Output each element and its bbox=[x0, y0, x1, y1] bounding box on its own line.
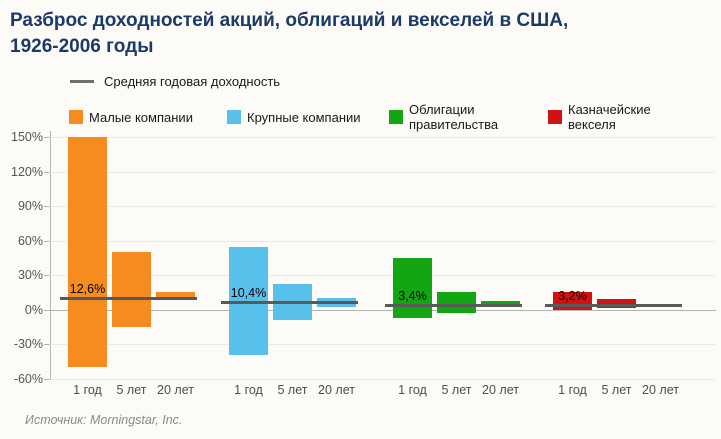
y-axis-tick-label: 90% bbox=[17, 199, 43, 213]
gridline bbox=[50, 378, 716, 380]
legend-average: Средняя годовая доходность bbox=[70, 74, 280, 89]
small-companies-swatch-icon bbox=[69, 110, 83, 124]
range-bar bbox=[112, 252, 151, 327]
average-line bbox=[545, 304, 682, 308]
y-axis-tick bbox=[44, 171, 50, 173]
chart-title: Разброс доходностей акций, облигаций и в… bbox=[10, 8, 715, 60]
gridline bbox=[50, 309, 716, 311]
legend-item-label: Малые компании bbox=[89, 109, 193, 125]
y-axis-tick bbox=[44, 206, 50, 207]
y-axis-tick bbox=[44, 275, 50, 276]
y-axis-tick-label: 30% bbox=[17, 268, 43, 282]
legend-item-treasury-bills: Казначейские векселя bbox=[548, 102, 651, 132]
legend-average-label: Средняя годовая доходность bbox=[104, 74, 281, 89]
x-axis-label: 20 лет bbox=[157, 383, 194, 397]
range-bar bbox=[393, 257, 432, 318]
average-line bbox=[385, 303, 522, 307]
x-axis-label: 1 год bbox=[558, 383, 587, 397]
gridline bbox=[50, 240, 716, 242]
gridline bbox=[50, 275, 716, 276]
x-axis-label: 20 лет bbox=[642, 383, 679, 397]
x-axis-label: 5 лет bbox=[601, 383, 632, 397]
y-axis-tick bbox=[44, 378, 50, 380]
y-axis-tick-label: 120% bbox=[11, 164, 43, 179]
legend-item-label: Облигации правительства bbox=[409, 102, 499, 132]
gridline bbox=[50, 344, 716, 345]
range-bar bbox=[156, 292, 195, 301]
x-axis-label: 20 лет bbox=[482, 383, 519, 397]
y-axis-tick bbox=[44, 240, 50, 242]
treasury-bills-swatch-icon bbox=[548, 110, 562, 124]
plot-area: 150% 120% 90% 60% 30% 0% -30% -60% 12,6% 10,4% 3,4… bbox=[0, 125, 721, 415]
y-axis-tick bbox=[44, 137, 50, 138]
average-value-label: 3,4% bbox=[398, 288, 427, 303]
average-value-label: 3,2% bbox=[558, 289, 587, 304]
chart-title-line1: Разброс доходностей акций, облигаций и в… bbox=[10, 10, 569, 31]
legend-item-large-companies: Крупные компании bbox=[227, 102, 361, 132]
x-axis-label: 1 год bbox=[234, 383, 263, 397]
y-axis-tick bbox=[44, 309, 50, 311]
average-line bbox=[221, 301, 358, 305]
y-axis-tick bbox=[44, 344, 50, 345]
y-axis-tick-label: 0% bbox=[24, 302, 43, 317]
gridline bbox=[50, 171, 716, 173]
x-axis-label: 1 год bbox=[398, 383, 427, 397]
chart-title-line2: 1926-2006 годы bbox=[10, 36, 154, 57]
gridline bbox=[50, 206, 716, 207]
x-axis-label: 5 лет bbox=[441, 383, 472, 397]
x-axis-label: 5 лет bbox=[277, 383, 308, 397]
average-line-icon bbox=[70, 80, 94, 83]
source-note: Источник: Morningstar, Inc. bbox=[25, 413, 183, 427]
average-value-label: 12,6% bbox=[69, 282, 106, 296]
range-bar bbox=[437, 292, 476, 313]
x-axis-label: 5 лет bbox=[116, 383, 147, 397]
legend-item-label: Казначейские векселя bbox=[568, 102, 651, 132]
legend-item-small-companies: Малые компании bbox=[69, 102, 193, 132]
government-bonds-swatch-icon bbox=[389, 110, 403, 124]
legend-item-government-bonds: Облигации правительства bbox=[389, 102, 498, 132]
legend-item-label: Крупные компании bbox=[247, 109, 361, 125]
gridline bbox=[50, 137, 716, 138]
y-axis-tick-label: -30% bbox=[13, 337, 43, 351]
average-line bbox=[60, 297, 197, 300]
large-companies-swatch-icon bbox=[227, 110, 241, 124]
range-bar bbox=[597, 299, 636, 309]
y-axis-tick-label: 150% bbox=[11, 130, 43, 144]
y-axis-tick-label: 60% bbox=[17, 233, 43, 248]
average-value-label: 10,4% bbox=[230, 286, 267, 301]
y-axis-line bbox=[50, 131, 51, 380]
y-axis-tick-label: -60% bbox=[13, 371, 43, 386]
x-axis-label: 1 год bbox=[73, 383, 102, 397]
x-axis-label: 20 лет bbox=[318, 383, 355, 397]
range-bar bbox=[68, 137, 107, 367]
